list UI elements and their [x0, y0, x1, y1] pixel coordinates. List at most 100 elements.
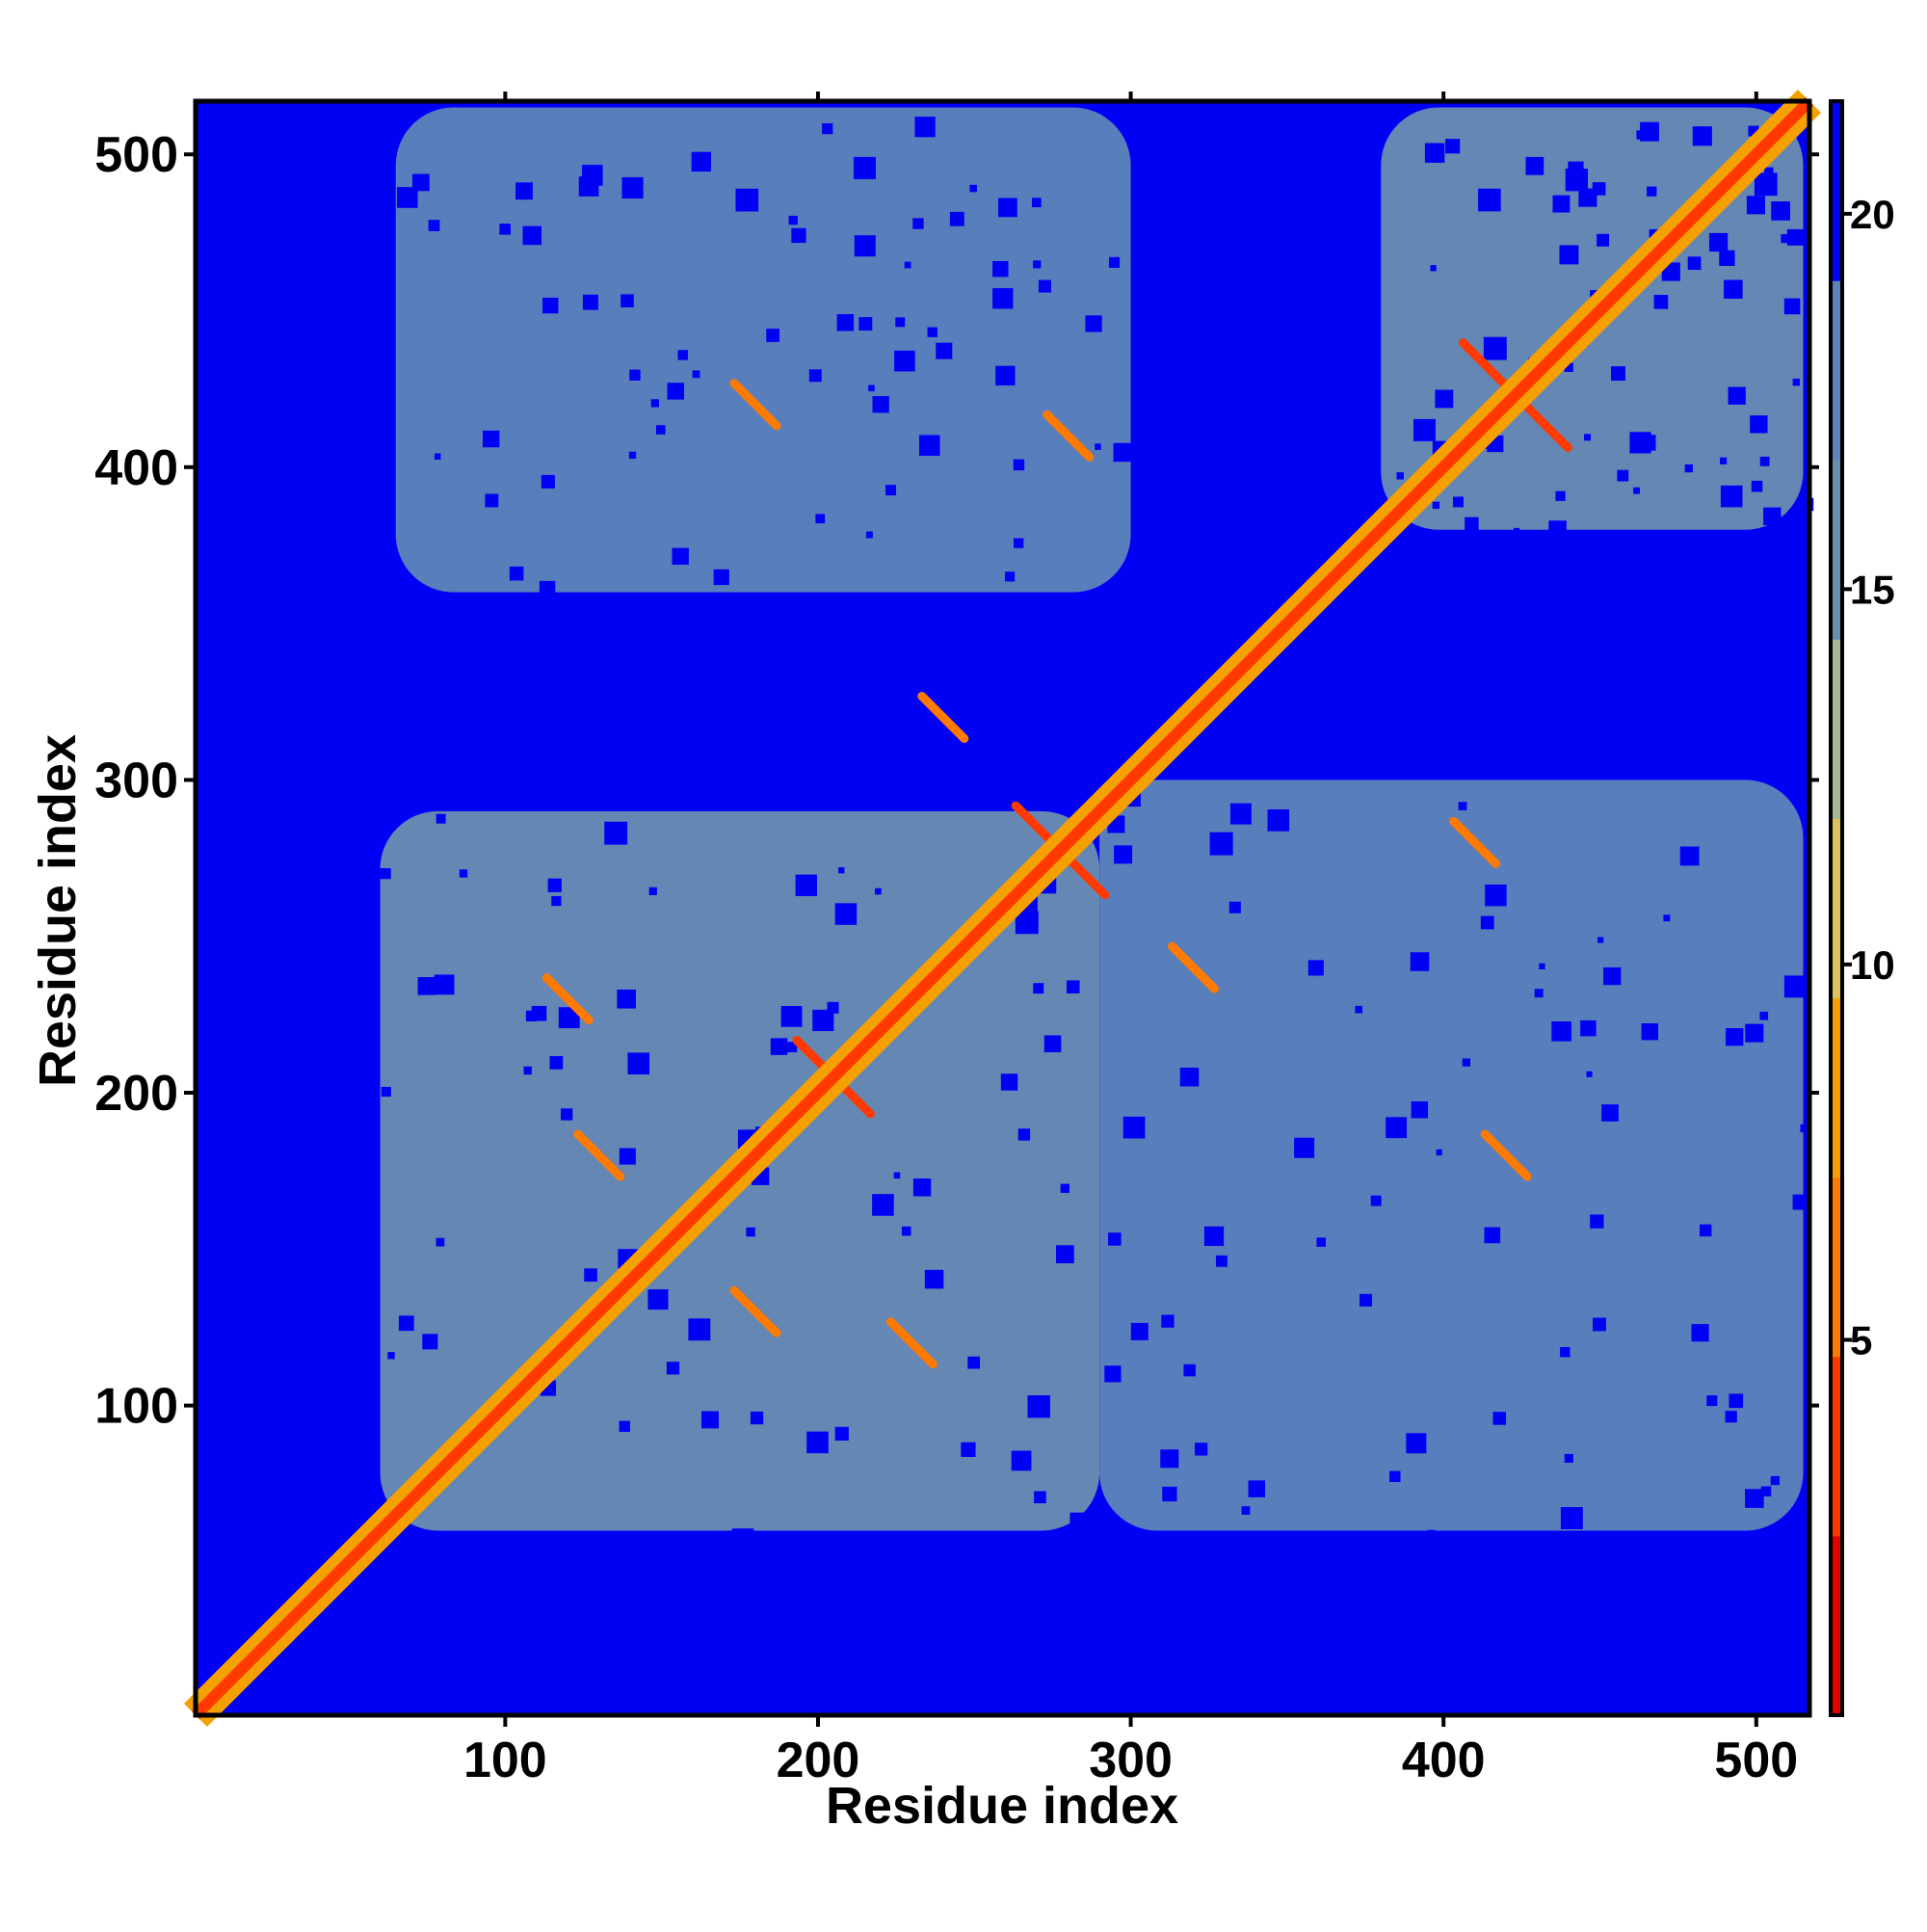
speckle-3-63	[853, 156, 876, 179]
speckle-4-36	[1729, 1393, 1744, 1409]
speckle-4-6	[1179, 1067, 1200, 1087]
speckle-4-58	[1160, 1449, 1179, 1469]
speckle-1-39	[731, 1528, 754, 1550]
speckle-4-24	[1427, 1529, 1436, 1538]
speckle-2-5	[1559, 245, 1579, 265]
speckle-1-9	[795, 874, 817, 896]
speckle-3-52	[858, 317, 873, 331]
speckle-2-24	[1525, 156, 1544, 175]
speckle-2-62	[1578, 188, 1597, 207]
speckle-3-21	[808, 369, 822, 383]
speckle-3-27	[836, 314, 855, 331]
speckle-4-43	[1745, 1489, 1764, 1508]
speckle-1-24	[1056, 1245, 1074, 1264]
speckle-3-12	[998, 198, 1017, 218]
speckle-3-62	[766, 329, 780, 342]
speckle-3-61	[667, 383, 685, 400]
speckle-2-43	[1708, 232, 1729, 252]
speckle-3-56	[541, 474, 555, 489]
speckle-3-0	[655, 425, 666, 435]
speckle-4-28	[1603, 966, 1622, 986]
speckle-1-30	[834, 1426, 849, 1442]
speckle-3-1	[865, 531, 873, 539]
contact-mark-10	[1449, 816, 1501, 868]
speckle-1-3	[770, 1038, 788, 1055]
contact-mark-9	[1043, 410, 1095, 462]
speckle-1-49	[1067, 980, 1080, 993]
speckle-1-13	[780, 1005, 803, 1027]
speckle-1-18	[750, 1411, 764, 1425]
speckle-4-4	[1294, 1137, 1315, 1158]
axes: 100 200 300 400 500 100 200 300 400 500	[94, 92, 1819, 1788]
speckle-2-69	[1432, 501, 1440, 510]
speckle-2-41	[1435, 389, 1454, 409]
speckle-2-23	[1792, 378, 1801, 386]
speckle-2-17	[1719, 250, 1735, 266]
speckle-1-33	[1033, 983, 1044, 994]
speckle-3-48	[936, 342, 953, 359]
y-tick-label-400: 400	[94, 440, 178, 496]
speckle-4-42	[1485, 884, 1507, 907]
speckle-2-45	[1640, 435, 1656, 451]
speckle-3-42	[1126, 573, 1135, 582]
speckle-1-6	[872, 1194, 894, 1216]
colorbar-tick-label-10: 10	[1850, 942, 1895, 988]
colorbar-segment-2	[1831, 1356, 1842, 1537]
colorbar-tick-label-20: 20	[1850, 192, 1895, 237]
speckle-1-34	[387, 1352, 395, 1360]
speckle-2-37	[1759, 456, 1770, 466]
speckle-3-35	[1013, 459, 1025, 471]
y-tick-label-500: 500	[94, 127, 178, 183]
contact-mark-12	[729, 1285, 781, 1337]
speckle-2-11	[1653, 295, 1669, 309]
speckle-4-59	[1580, 1019, 1597, 1037]
speckle-1-7	[961, 1442, 976, 1458]
speckle-1-46	[459, 869, 468, 878]
speckle-4-52	[1229, 803, 1252, 825]
colorbar-segment-6	[1831, 639, 1842, 819]
speckle-1-15	[746, 1227, 755, 1237]
speckle-4-49	[1411, 1101, 1429, 1119]
speckle-2-13	[1514, 527, 1520, 535]
speckle-3-49	[904, 261, 911, 269]
speckle-3-33	[672, 547, 689, 566]
speckle-4-63	[1458, 802, 1467, 810]
colorbar-segment-7	[1831, 460, 1842, 640]
speckle-3-28	[815, 514, 826, 524]
colorbar: 5 10 15 20	[1829, 99, 1895, 1717]
speckle-4-27	[1560, 1346, 1571, 1358]
speckle-1-4	[967, 1356, 981, 1369]
speckle-4-5	[1597, 937, 1604, 943]
speckle-2-33	[1728, 386, 1746, 405]
speckle-1-35	[381, 1086, 391, 1098]
speckle-2-30	[1750, 415, 1768, 434]
speckle-4-55	[1316, 1237, 1326, 1247]
speckle-4-7	[1161, 1314, 1175, 1328]
speckle-1-68	[1069, 1512, 1090, 1532]
speckle-1-20	[619, 1148, 636, 1165]
speckle-1-37	[551, 895, 562, 907]
heatmap-layer	[183, 89, 1822, 1728]
speckle-3-17	[1005, 571, 1016, 582]
speckle-3-15	[515, 182, 533, 200]
speckle-1-48	[1015, 911, 1039, 935]
speckle-2-65	[1786, 228, 1804, 246]
speckle-2-21	[1754, 172, 1778, 197]
speckle-3-5	[404, 110, 414, 120]
speckle-3-6	[868, 384, 875, 392]
speckle-3-46	[992, 260, 1009, 278]
speckle-2-42	[1783, 298, 1801, 315]
speckle-3-40	[854, 235, 876, 257]
speckle-4-68	[1203, 1226, 1225, 1246]
speckle-4-33	[1783, 975, 1807, 998]
speckle-4-15	[1228, 901, 1241, 913]
speckle-3-25	[582, 294, 598, 310]
speckle-3-45	[788, 215, 798, 225]
x-tick-label-300: 300	[1089, 1733, 1173, 1788]
contact-mark-14	[885, 1317, 937, 1369]
speckle-4-9	[1209, 832, 1233, 856]
colorbar-segment-4	[1831, 997, 1842, 1178]
speckle-3-59	[620, 294, 634, 308]
